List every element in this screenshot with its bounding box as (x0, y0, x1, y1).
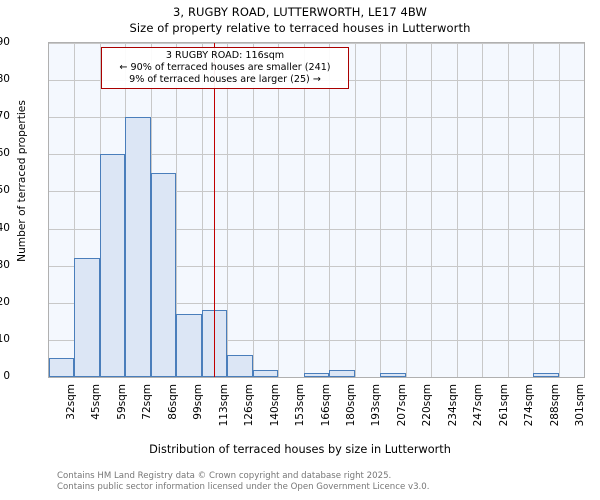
attribution-footer: Contains HM Land Registry data © Crown c… (57, 471, 587, 492)
x-tick-234sqm: 234sqm (446, 384, 459, 427)
bar-99sqm (176, 313, 202, 377)
gridline-x-1 (74, 43, 76, 377)
x-tick-220sqm: 220sqm (421, 384, 434, 427)
x-tick-247sqm: 247sqm (472, 384, 485, 427)
bar-140sqm (252, 369, 279, 377)
y-tick-0: 0 (3, 370, 10, 382)
annotation-line-3: 9% of terraced houses are larger (25) → (129, 73, 321, 85)
bar-288sqm (533, 373, 559, 377)
y-tick-60: 60 (0, 147, 10, 160)
x-tick-166sqm: 166sqm (319, 384, 332, 427)
gridline-x-19 (533, 43, 535, 377)
x-tick-59sqm: 59sqm (115, 384, 128, 420)
gridline-x-15 (431, 43, 433, 377)
y-tick-70: 70 (0, 110, 10, 123)
gridline-x-10 (303, 43, 305, 377)
gridline-y-60 (49, 154, 584, 156)
y-tick-30: 30 (0, 258, 10, 271)
footer-line-2: Contains public sector information licen… (57, 481, 430, 492)
gridline-y-50 (49, 191, 584, 193)
bar-45sqm (74, 258, 100, 377)
x-tick-45sqm: 45sqm (90, 384, 103, 420)
y-tick-40: 40 (0, 221, 10, 234)
bar-166sqm (303, 373, 330, 377)
gridline-y-30 (49, 265, 584, 267)
bar-126sqm (227, 354, 253, 377)
x-tick-274sqm: 274sqm (523, 384, 536, 427)
property-marker-line (213, 43, 216, 377)
gridline-y-40 (49, 228, 584, 230)
gridline-x-12 (354, 43, 356, 377)
bar-59sqm (99, 154, 126, 377)
x-tick-288sqm: 288sqm (548, 384, 561, 427)
chart-subtitle: Size of property relative to terraced ho… (129, 21, 471, 35)
footer-line-1: Contains HM Land Registry data © Crown c… (57, 471, 392, 481)
bar-207sqm (380, 373, 406, 377)
x-tick-180sqm: 180sqm (344, 384, 357, 427)
y-tick-20: 20 (0, 295, 10, 308)
gridline-y-90 (49, 43, 584, 44)
gridline-x-7 (227, 43, 229, 377)
gridline-x-5 (176, 43, 178, 377)
x-tick-261sqm: 261sqm (497, 384, 510, 427)
gridline-x-6 (201, 43, 203, 377)
y-tick-90: 90 (0, 36, 10, 48)
x-tick-301sqm: 301sqm (574, 384, 587, 427)
x-tick-126sqm: 126sqm (243, 384, 256, 427)
gridline-x-8 (252, 43, 254, 377)
y-tick-50: 50 (0, 184, 10, 197)
x-tick-99sqm: 99sqm (192, 384, 205, 420)
x-tick-207sqm: 207sqm (395, 384, 408, 427)
page-title: 3, RUGBY ROAD, LUTTERWORTH, LE17 4BW (173, 5, 427, 19)
bar-32sqm (49, 358, 75, 377)
bar-72sqm (125, 117, 151, 377)
x-axis-title: Distribution of terraced houses by size … (149, 443, 451, 456)
x-tick-153sqm: 153sqm (294, 384, 307, 427)
bar-180sqm (329, 369, 355, 377)
x-tick-113sqm: 113sqm (217, 384, 230, 427)
gridline-x-18 (507, 43, 509, 377)
annotation-line-1: 3 RUGBY ROAD: 116sqm (165, 50, 285, 61)
gridline-y-10 (49, 339, 584, 341)
y-tick-10: 10 (0, 332, 10, 345)
chart-title-block: 3, RUGBY ROAD, LUTTERWORTH, LE17 4BW Siz… (0, 4, 600, 36)
annotation-line-2: ← 90% of terraced houses are smaller (24… (119, 61, 331, 73)
x-tick-140sqm: 140sqm (268, 384, 281, 427)
gridline-x-11 (329, 43, 331, 377)
gridline-y-20 (49, 302, 584, 304)
plot-area (48, 42, 585, 378)
property-annotation-box: 3 RUGBY ROAD: 116sqm ← 90% of terraced h… (101, 47, 349, 90)
y-tick-80: 80 (0, 73, 10, 86)
gridline-x-20 (558, 43, 560, 377)
gridline-x-14 (405, 43, 407, 377)
gridline-x-17 (482, 43, 484, 377)
x-tick-72sqm: 72sqm (141, 384, 154, 420)
x-tick-32sqm: 32sqm (64, 384, 77, 420)
bar-86sqm (150, 172, 177, 377)
gridline-x-13 (380, 43, 382, 377)
gridline-x-9 (278, 43, 280, 377)
gridline-y-70 (49, 117, 584, 119)
x-tick-86sqm: 86sqm (166, 384, 179, 420)
gridline-x-16 (456, 43, 458, 377)
x-tick-193sqm: 193sqm (370, 384, 383, 427)
y-axis-title: Number of terraced properties (16, 100, 28, 262)
